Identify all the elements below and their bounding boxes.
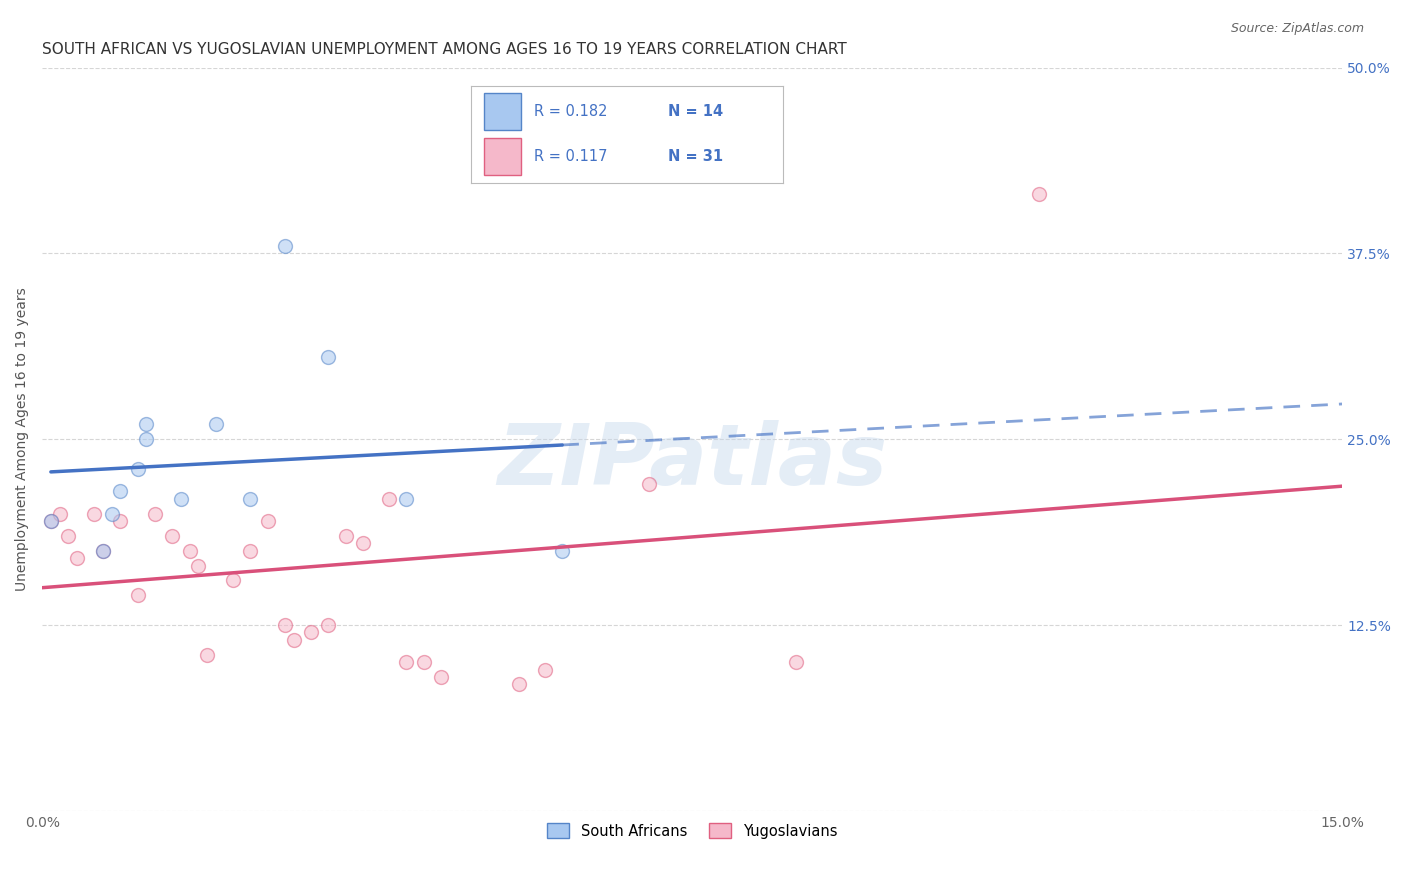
Point [316,351,339,365]
Point [100,507,122,521]
Point [135,417,157,432]
Point [316,618,339,632]
Point [335,529,357,543]
Point [187,558,209,573]
Point [204,417,226,432]
Point [239,543,262,558]
Point [352,536,374,550]
Point [222,574,245,588]
Point [274,239,297,253]
Point [108,514,131,528]
Point [395,491,418,506]
Point [239,491,262,506]
Point [91,543,114,558]
Point [508,677,530,691]
Point [160,529,183,543]
Legend: South Africans, Yugoslavians: South Africans, Yugoslavians [541,817,844,845]
Point [179,543,201,558]
Point [395,655,418,669]
Point [39,514,62,528]
Point [58,529,80,543]
Point [127,588,149,602]
Point [143,507,166,521]
Point [1028,186,1050,201]
Point [66,551,89,566]
Point [256,514,278,528]
Text: SOUTH AFRICAN VS YUGOSLAVIAN UNEMPLOYMENT AMONG AGES 16 TO 19 YEARS CORRELATION : SOUTH AFRICAN VS YUGOSLAVIAN UNEMPLOYMEN… [42,42,846,57]
Point [274,618,297,632]
Point [195,648,218,662]
Y-axis label: Unemployment Among Ages 16 to 19 years: Unemployment Among Ages 16 to 19 years [15,287,30,591]
Point [785,655,807,669]
Point [299,625,322,640]
Point [135,432,157,446]
Point [83,507,105,521]
Point [638,476,661,491]
Text: ZIPatlas: ZIPatlas [498,420,887,503]
Point [91,543,114,558]
Point [48,507,70,521]
Text: Source: ZipAtlas.com: Source: ZipAtlas.com [1230,22,1364,36]
Point [39,514,62,528]
Point [534,663,557,677]
Point [127,462,149,476]
Point [378,491,401,506]
Point [430,670,453,684]
Point [283,632,305,647]
Point [170,491,193,506]
Point [412,655,434,669]
Point [551,543,574,558]
Point [108,484,131,499]
